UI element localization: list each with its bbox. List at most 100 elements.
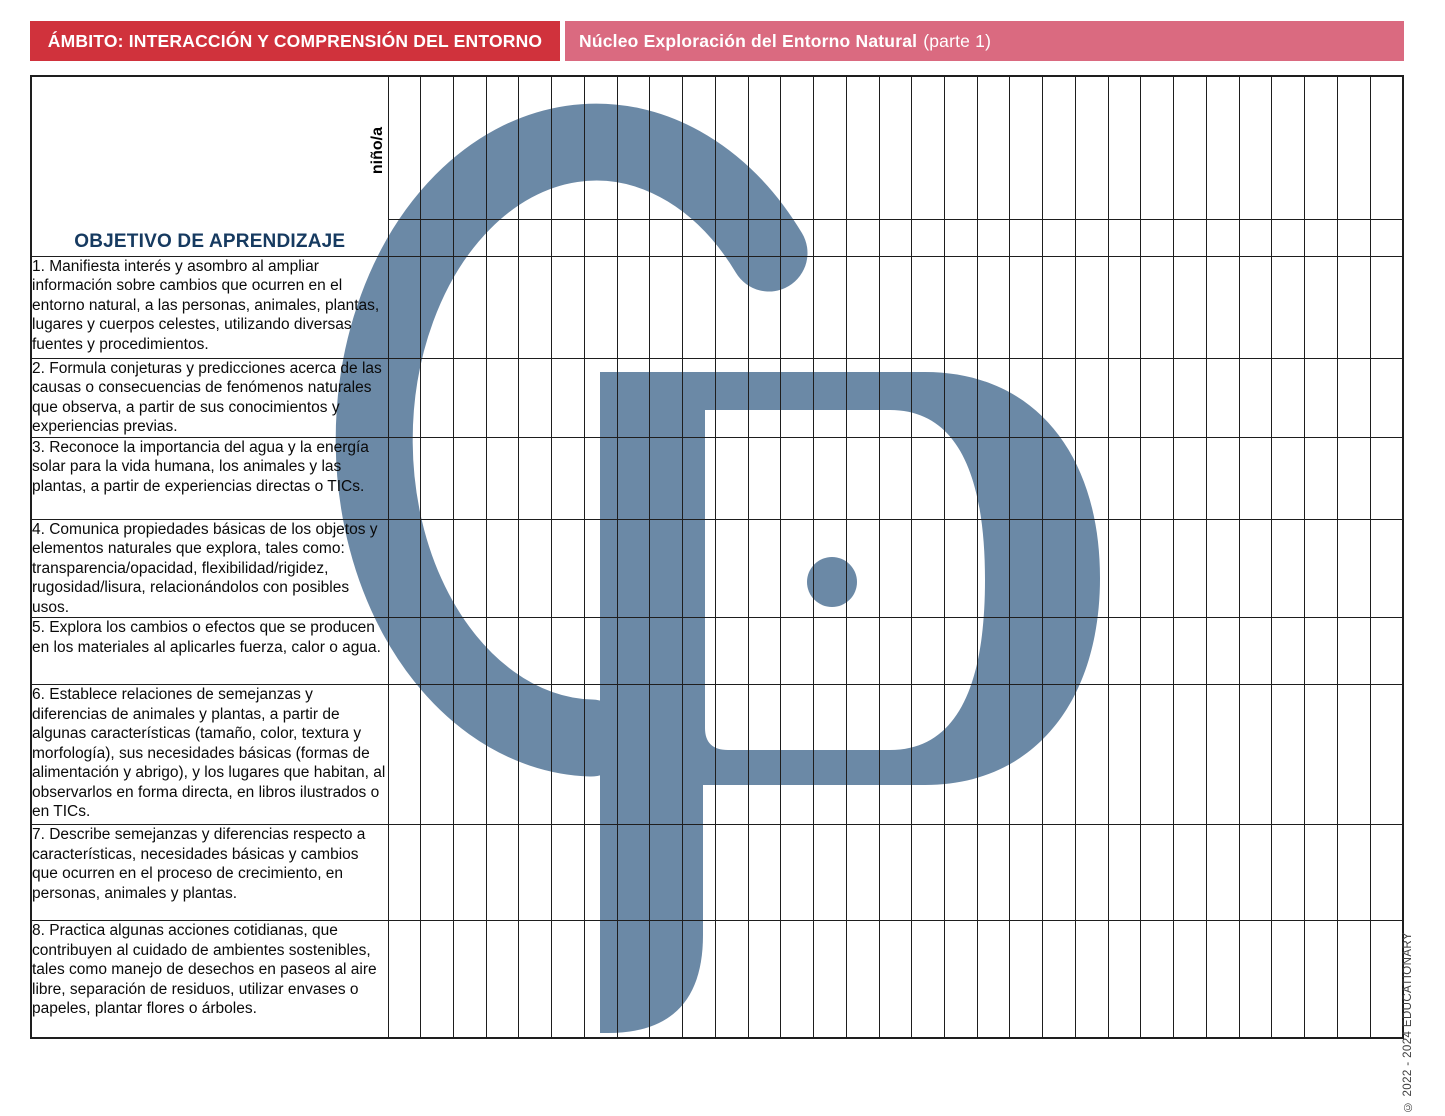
mark-cell [1304, 255, 1338, 359]
mark-cell [1304, 218, 1338, 257]
objective-text-cell: 1. Manifiesta interés y asombro al ampli… [30, 255, 389, 359]
mark-cell [420, 436, 454, 520]
student-name-column-cell [551, 75, 585, 220]
mark-cell [1074, 255, 1109, 359]
mark-cell [1107, 617, 1142, 686]
mark-cell [1042, 684, 1076, 826]
mark-cell [551, 357, 585, 438]
mark-cell [452, 218, 487, 257]
mark-cell [1205, 357, 1240, 438]
mark-cell [1009, 617, 1044, 686]
mark-cell [1140, 824, 1175, 922]
mark-cell [1009, 255, 1044, 359]
mark-cell [1336, 518, 1371, 619]
mark-cell [911, 518, 945, 619]
mark-cell [1173, 684, 1207, 826]
mark-cell [1173, 255, 1207, 359]
mark-cell [583, 436, 618, 520]
mark-cell [682, 518, 716, 619]
mark-cell [845, 824, 880, 922]
mark-cell [1074, 218, 1109, 257]
mark-cell [551, 920, 585, 1039]
mark-cell [583, 218, 618, 257]
mark-cell [1271, 218, 1306, 257]
mark-cell [714, 518, 749, 619]
mark-cell [813, 255, 847, 359]
mark-cell [1238, 518, 1273, 619]
mark-cell [551, 684, 585, 826]
student-name-column-cell [387, 75, 422, 220]
mark-cell [1271, 436, 1306, 520]
mark-cell [1336, 684, 1371, 826]
mark-cell [943, 920, 978, 1039]
mark-cell [1107, 518, 1142, 619]
mark-cell [452, 436, 487, 520]
mark-cell [420, 255, 454, 359]
mark-cell [1074, 617, 1109, 686]
mark-cell [1238, 824, 1273, 922]
mark-cell [943, 824, 978, 922]
mark-cell [1205, 824, 1240, 922]
mark-cell [1140, 518, 1175, 619]
mark-cell [452, 357, 487, 438]
mark-cell [387, 357, 422, 438]
objective-row: 7. Describe semejanzas y diferencias res… [30, 824, 1404, 922]
mark-cell [649, 218, 684, 257]
mark-cell [649, 436, 684, 520]
mark-cell [682, 436, 716, 520]
mark-cell [485, 920, 520, 1039]
mark-cell [682, 684, 716, 826]
nucleo-subtitle: (parte 1) [923, 30, 992, 51]
mark-cell [551, 617, 585, 686]
mark-cell [976, 255, 1011, 359]
mark-cell [1074, 824, 1109, 922]
objective-row: 6. Establece relaciones de semejanzas y … [30, 684, 1404, 826]
mark-cell [649, 684, 684, 826]
mark-cell [387, 920, 422, 1039]
mark-cell [780, 684, 815, 826]
mark-cell [1369, 436, 1404, 520]
mark-cell [1369, 518, 1404, 619]
mark-cell [845, 617, 880, 686]
mark-cell [1238, 357, 1273, 438]
student-name-column-cell [649, 75, 684, 220]
mark-cell [551, 436, 585, 520]
mark-cell [1238, 684, 1273, 826]
mark-cell [583, 920, 618, 1039]
mark-cell [1336, 617, 1371, 686]
objective-text-cell: 8. Practica algunas acciones cotidianas,… [30, 920, 389, 1039]
mark-cell [976, 218, 1011, 257]
mark-cell [1336, 218, 1371, 257]
mark-cell [1205, 617, 1240, 686]
mark-cell [485, 824, 520, 922]
mark-cell [878, 920, 913, 1039]
objective-text-cell: 3. Reconoce la importancia del agua y la… [30, 436, 389, 520]
mark-cell [1107, 357, 1142, 438]
mark-cell [420, 218, 454, 257]
mark-cell [452, 684, 487, 826]
mark-cell [747, 920, 782, 1039]
mark-cell [452, 617, 487, 686]
student-name-column-cell [1074, 75, 1109, 220]
mark-cell [1369, 357, 1404, 438]
mark-cell [1173, 920, 1207, 1039]
mark-cell [616, 824, 651, 922]
mark-cell [780, 920, 815, 1039]
mark-cell [911, 684, 945, 826]
mark-cell [1042, 436, 1076, 520]
student-name-column-cell [1304, 75, 1338, 220]
nucleo-title: Núcleo Exploración del Entorno Natural [579, 30, 918, 51]
mark-cell [518, 357, 553, 438]
student-name-column-cell [583, 75, 618, 220]
mark-cell [714, 920, 749, 1039]
mark-cell [943, 684, 978, 826]
mark-cell [1042, 824, 1076, 922]
mark-cell [943, 518, 978, 619]
student-name-column-cell [976, 75, 1011, 220]
student-name-column-cell [747, 75, 782, 220]
mark-cell [714, 617, 749, 686]
mark-cell [682, 920, 716, 1039]
mark-cell [452, 824, 487, 922]
mark-cell [780, 518, 815, 619]
